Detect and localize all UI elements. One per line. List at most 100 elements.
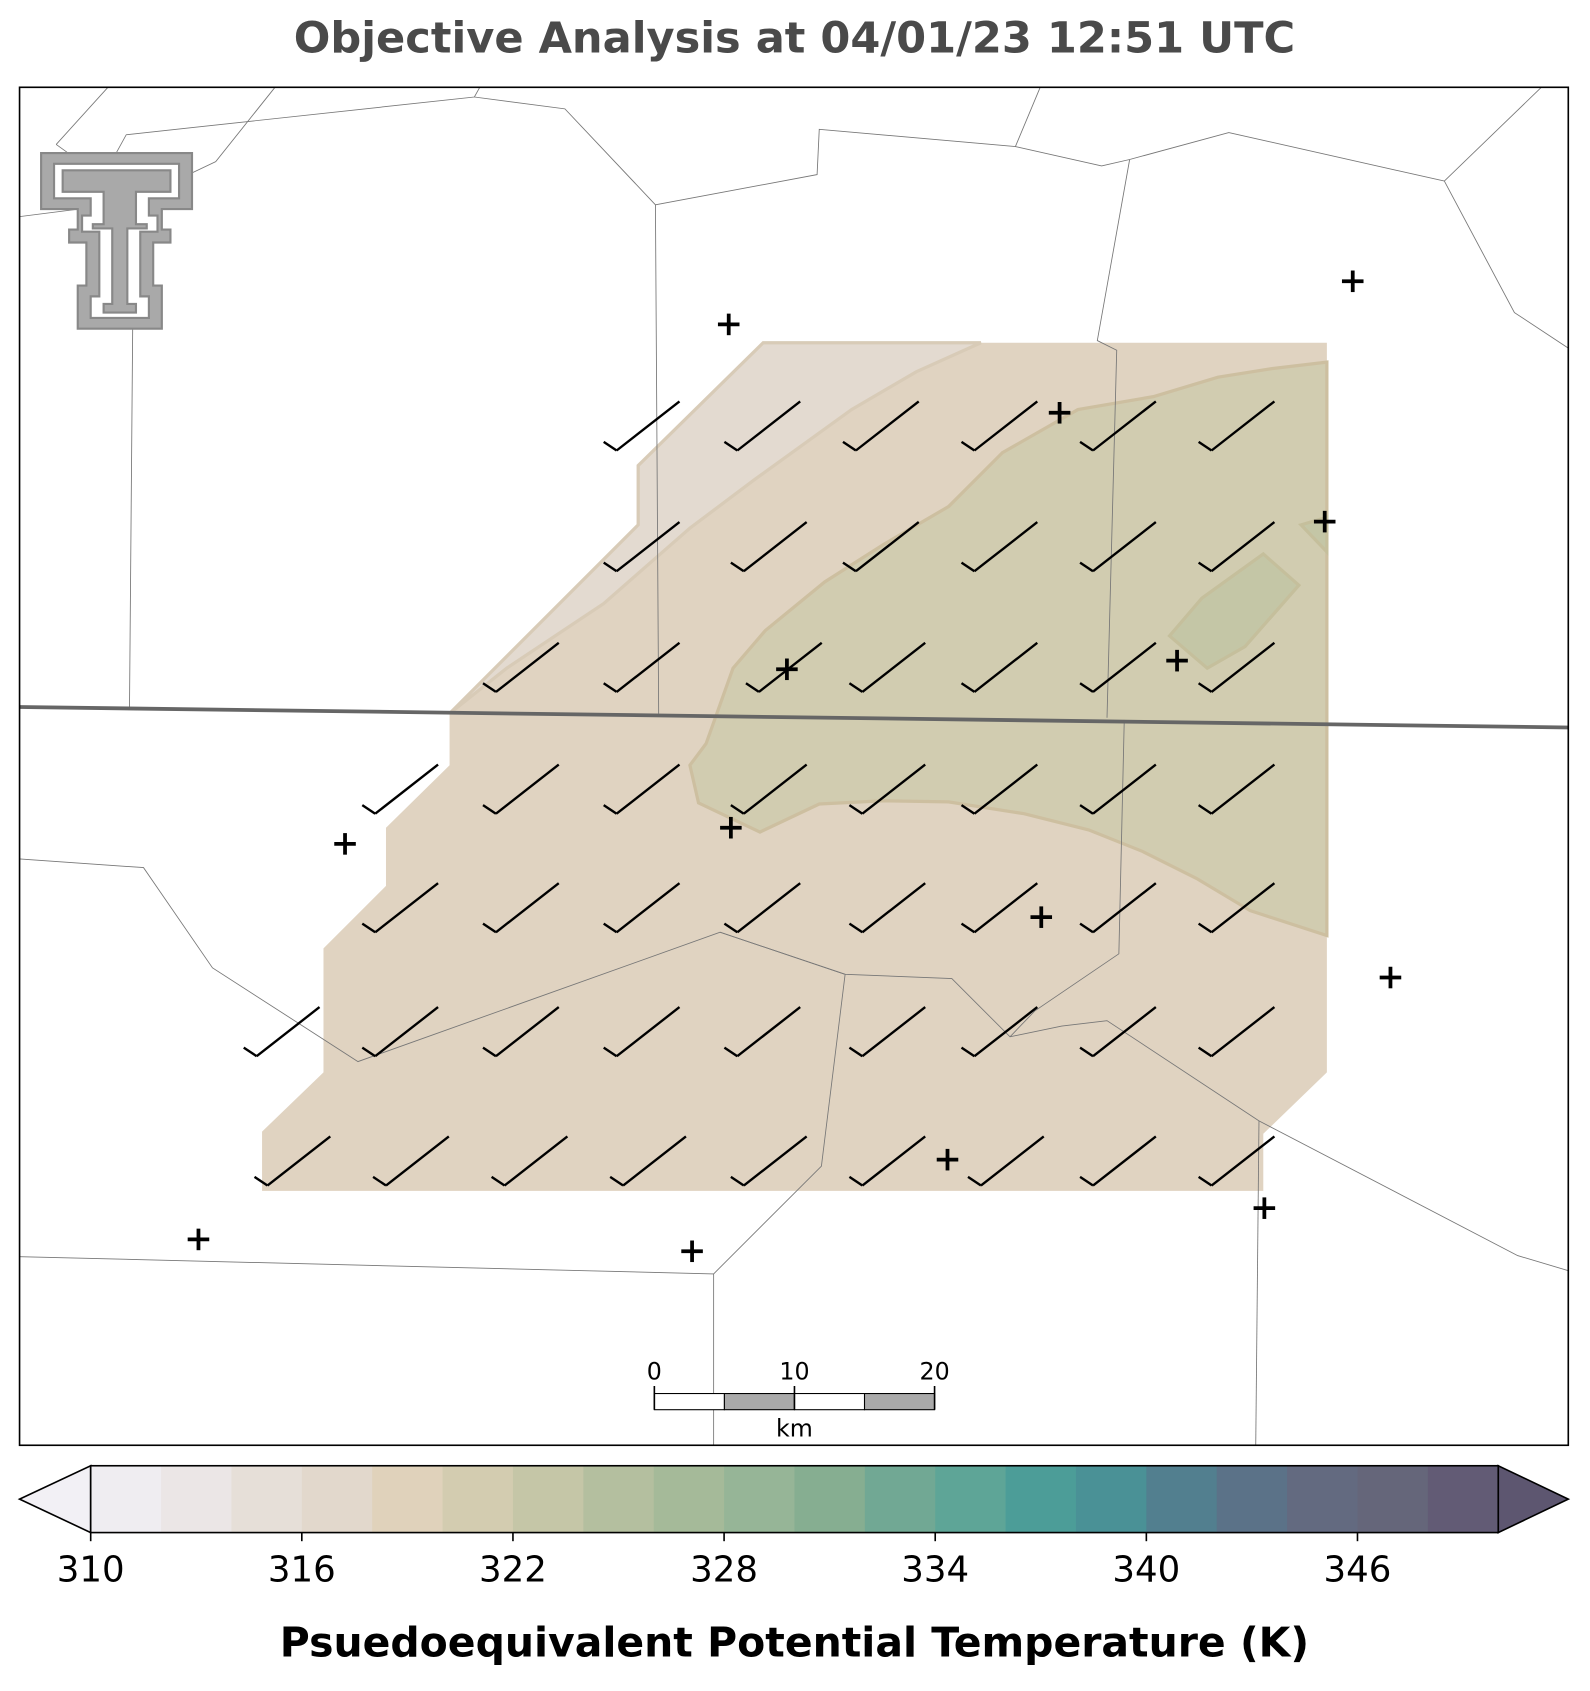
- wind-barb: [980, 1135, 1045, 1187]
- scale-tick-label: 10: [779, 1358, 809, 1386]
- wind-barb: [495, 1006, 560, 1058]
- wind-barb-flag: [848, 682, 864, 693]
- scale-segment: [653, 1393, 725, 1411]
- wind-barb: [1092, 521, 1157, 573]
- wind-barb-flag: [482, 682, 497, 693]
- wind-barb-flag: [1079, 1046, 1094, 1058]
- scale-unit: km: [776, 1415, 813, 1443]
- wind-barb: [743, 1135, 808, 1187]
- wind-barb-flag: [1197, 682, 1213, 693]
- colorbar-segment: [231, 1465, 303, 1533]
- wind-barb-flag: [723, 440, 738, 452]
- wind-barb-flag: [967, 1175, 982, 1187]
- wind-barb: [736, 1006, 801, 1058]
- wind-barb-flag: [1079, 1175, 1094, 1187]
- wind-barb-flag: [253, 1175, 269, 1187]
- wind-barb-flag: [603, 922, 618, 934]
- colorbar: 310 316 322 328 334 340 346: [17, 1464, 1571, 1590]
- colorbar-over: [1497, 1464, 1571, 1534]
- colorbar-segment: [935, 1465, 1007, 1533]
- wind-barb-flag: [1079, 804, 1094, 815]
- colorbar-segment: [512, 1465, 584, 1533]
- wind-barb: [615, 521, 681, 573]
- colorbar-segment: [1427, 1465, 1499, 1533]
- wind-barb-flag: [848, 922, 864, 934]
- wind-barb: [374, 763, 439, 815]
- colorbar-tick-label: 316: [268, 1549, 336, 1590]
- scale-segment: [793, 1393, 866, 1411]
- wind-barb-flag: [1197, 804, 1213, 815]
- colorbar-segment: [301, 1465, 373, 1533]
- wind-barb: [1092, 763, 1157, 815]
- colorbar-segment: [1075, 1465, 1147, 1533]
- colorbar-under: [17, 1464, 92, 1534]
- scale-tick-label: 0: [647, 1358, 662, 1386]
- wind-barb: [973, 763, 1039, 815]
- scale-segment: [723, 1393, 795, 1411]
- scale-bar: 0 10 20 km: [647, 1358, 950, 1443]
- wind-barb-flag: [361, 922, 376, 934]
- wind-barb-flag: [482, 1046, 497, 1058]
- contour-fill: [448, 341, 982, 715]
- colorbar-segment: [1357, 1465, 1429, 1533]
- wind-barb: [1210, 521, 1276, 573]
- wind-barb-flag: [730, 1175, 745, 1187]
- wind-barb: [861, 1006, 926, 1058]
- wind-barb: [855, 400, 920, 452]
- wind-barb-flag: [730, 561, 745, 573]
- wind-barb: [495, 763, 560, 815]
- wind-barb-flag: [1079, 561, 1094, 573]
- wind-barb: [743, 521, 808, 573]
- wind-barb: [973, 1006, 1039, 1058]
- map-panel: 0 10 20 km: [18, 86, 1570, 1447]
- title: Objective Analysis at 04/01/23 12:51 UTC: [294, 13, 1295, 63]
- scale-segment: [863, 1393, 936, 1411]
- wind-barb: [615, 641, 681, 693]
- colorbar-label: Psuedoequivalent Potential Temperature (…: [280, 1619, 1309, 1667]
- wind-barb: [973, 641, 1039, 693]
- colorbar-segment: [653, 1465, 725, 1533]
- wind-barb: [973, 882, 1039, 934]
- wind-barb: [973, 400, 1039, 452]
- wind-barb-flag: [730, 804, 745, 815]
- wind-barb-flag: [603, 561, 618, 573]
- wind-barb-flag: [609, 1175, 624, 1187]
- wind-barb-flag: [960, 1046, 976, 1058]
- wind-barb: [736, 882, 801, 934]
- wind-barb: [1092, 400, 1157, 452]
- colorbar-frame: [89, 1464, 1500, 1534]
- wind-barb-flag: [960, 440, 976, 452]
- colorbar-segment: [794, 1465, 866, 1533]
- wind-barb-flag: [1197, 561, 1213, 573]
- wind-barb: [1092, 1135, 1157, 1187]
- wind-barb-flag: [848, 804, 864, 815]
- wind-barb: [1092, 882, 1157, 934]
- wind-barb-flag: [848, 1175, 864, 1187]
- logo: [40, 151, 194, 330]
- wind-barb-flag: [603, 804, 618, 815]
- wind-barb: [973, 521, 1039, 573]
- wind-barb: [255, 1006, 321, 1058]
- wind-barb-flag: [1197, 1046, 1213, 1058]
- colorbar-tick-label: 322: [479, 1549, 547, 1590]
- wind-barb: [1092, 641, 1157, 693]
- wind-barb-flag: [842, 561, 857, 573]
- wind-barb: [861, 882, 926, 934]
- wind-barb-flag: [1197, 440, 1213, 452]
- wind-barb-flag: [745, 682, 760, 693]
- wind-barb: [495, 882, 560, 934]
- wind-barb: [861, 641, 926, 693]
- wind-barb: [615, 882, 681, 934]
- colorbar-tick-label: 310: [57, 1549, 125, 1590]
- wind-barb: [1092, 1006, 1157, 1058]
- wind-barb: [1210, 400, 1276, 452]
- map-frame: [18, 86, 1570, 1447]
- wind-barb: [615, 1006, 681, 1058]
- wind-barb-flag: [490, 1175, 506, 1187]
- wind-barb: [385, 1135, 450, 1187]
- wind-barb-flag: [603, 440, 618, 452]
- colorbar-segment: [442, 1465, 514, 1533]
- wind-barb-flag: [482, 804, 497, 815]
- wind-barb-flag: [372, 1175, 387, 1187]
- colorbar-tick-label: 334: [901, 1549, 969, 1590]
